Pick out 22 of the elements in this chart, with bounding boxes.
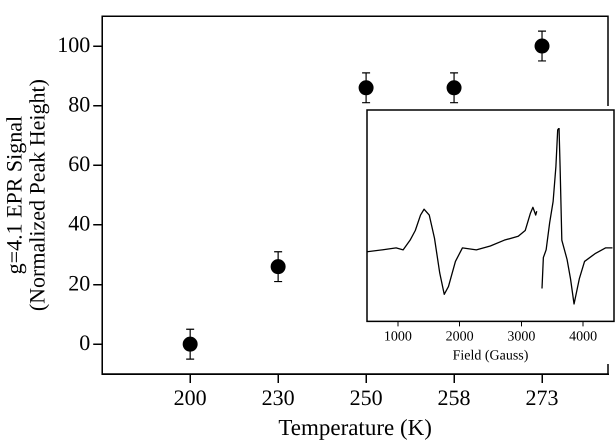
y-axis-title: g=4.1 EPR Signal (Normalized Peak Height)	[1, 79, 50, 312]
point	[358, 80, 374, 96]
y-tick-label: 40	[68, 210, 90, 236]
x-tick-label: 4000	[569, 329, 598, 344]
x-tick-label: 3000	[507, 329, 536, 344]
x-tick-label: 258	[438, 384, 471, 410]
y-tick-label: 0	[79, 330, 90, 355]
point	[446, 80, 462, 96]
x-tick-label: 200	[174, 384, 207, 410]
x-tick-label: 273	[526, 384, 559, 410]
point	[534, 38, 550, 54]
x-tick-label: 230	[262, 384, 295, 410]
x-tick-label: 250	[350, 384, 383, 410]
y-tick-label: 80	[68, 91, 90, 116]
x-axis-title: Field (Gauss)	[452, 348, 529, 364]
y-tick-label: 100	[57, 32, 90, 57]
x-tick-label: 2000	[446, 329, 474, 344]
x-axis-title: Temperature (K)	[278, 415, 432, 440]
y-tick-label: 60	[68, 151, 90, 176]
point	[270, 259, 286, 274]
y-tick-label: 20	[68, 270, 90, 296]
x-tick-label: 1000	[384, 329, 412, 344]
